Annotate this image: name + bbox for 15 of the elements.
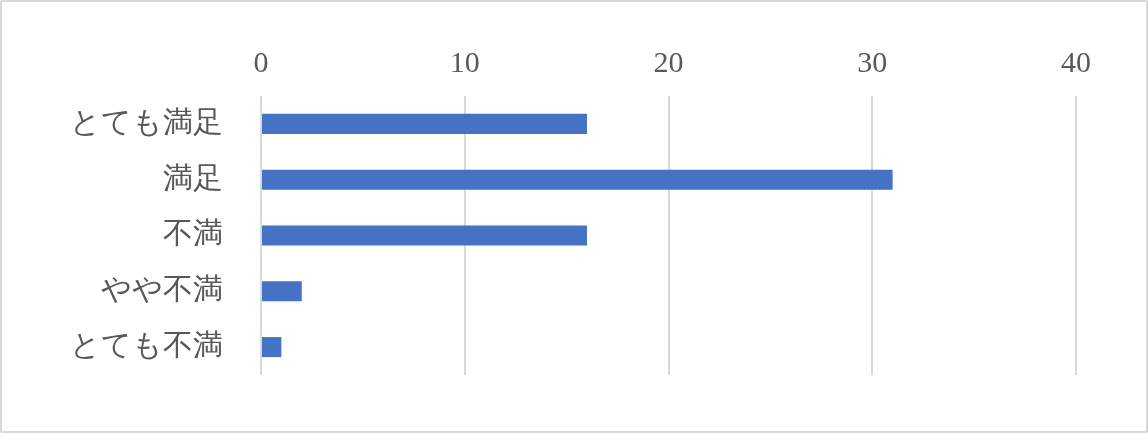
bar — [262, 113, 587, 134]
x-tick-label: 10 — [449, 44, 480, 78]
x-tick-label: 0 — [253, 44, 269, 78]
y-tick-label: 不満 — [163, 216, 223, 250]
bar — [262, 169, 893, 190]
y-tick-label: とても満足 — [70, 104, 223, 138]
x-tick-label: 20 — [653, 44, 684, 78]
y-tick-label: やや不満 — [101, 272, 223, 306]
y-tick-label: とても不満 — [70, 327, 223, 361]
x-tick-label: 40 — [1061, 44, 1091, 78]
bar — [262, 225, 587, 246]
bar — [262, 281, 302, 302]
y-tick-label: 満足 — [163, 160, 223, 194]
bar — [262, 337, 282, 358]
x-tick-label: 30 — [857, 44, 888, 78]
